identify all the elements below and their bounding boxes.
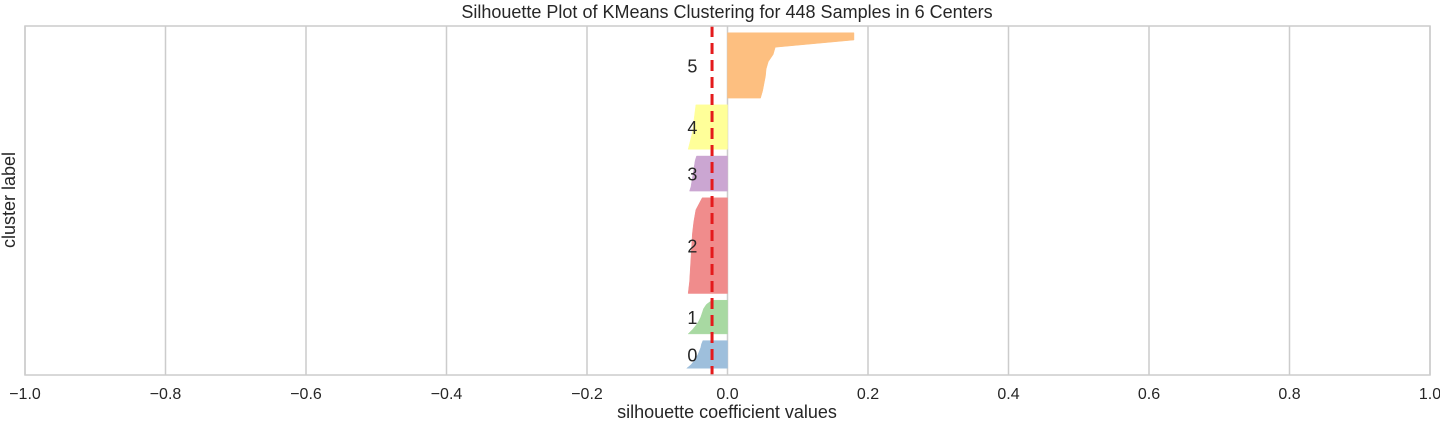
x-tick-label: 0.8: [1278, 386, 1300, 403]
cluster-label: 3: [687, 165, 697, 185]
x-axis-label: silhouette coefficient values: [617, 402, 837, 422]
x-tick-label: −0.2: [571, 386, 603, 403]
cluster-label: 2: [687, 237, 697, 257]
x-tick-label: −0.6: [290, 386, 322, 403]
cluster-label: 4: [687, 118, 697, 138]
x-tick-label: −0.4: [431, 386, 463, 403]
cluster-label: 0: [687, 345, 697, 365]
x-tick-label: 0.4: [997, 386, 1019, 403]
cluster-0-silhouette: [686, 340, 728, 369]
x-tick-label: 0.6: [1138, 386, 1160, 403]
cluster-4-silhouette: [687, 104, 728, 150]
x-tick-label: −1.0: [9, 386, 41, 403]
cluster-label: 1: [687, 308, 697, 328]
cluster-3-silhouette: [689, 155, 728, 192]
x-tick-label: 0.0: [716, 386, 738, 403]
cluster-label: 5: [687, 56, 697, 76]
x-tick-label: 0.2: [857, 386, 879, 403]
cluster-1-silhouette: [687, 299, 728, 335]
x-tick-label: −0.8: [150, 386, 182, 403]
chart-title: Silhouette Plot of KMeans Clustering for…: [461, 2, 992, 22]
cluster-5-silhouette: [727, 32, 855, 99]
y-axis-label: cluster label: [0, 152, 19, 248]
cluster-2-silhouette: [687, 197, 728, 294]
x-tick-label: 1.0: [1419, 386, 1440, 403]
plot-frame: [24, 25, 1431, 376]
